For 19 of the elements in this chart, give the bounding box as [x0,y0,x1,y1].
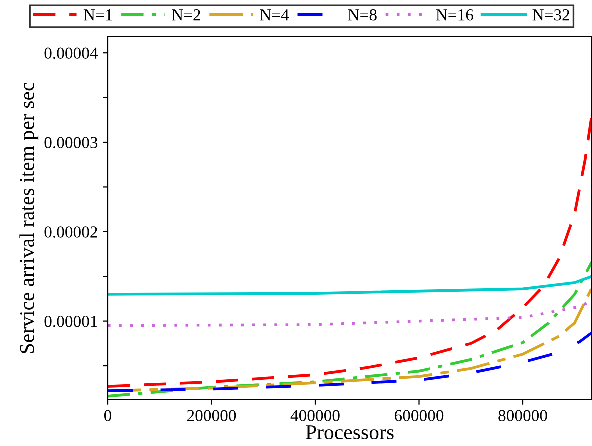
y-axis-title: Service arrival rates item per sec [20,82,39,354]
legend-label: N=32 [532,10,570,21]
legend-label: N=16 [436,10,474,21]
x-tick-label: 0 [104,410,112,422]
line-series [108,275,592,296]
line-series [108,260,592,398]
legend-label: N=1 [84,10,112,21]
x-tick-label: 800000 [498,410,548,422]
y-tick-label: 0.00002 [44,226,98,238]
x-tick-label: 200000 [187,410,236,422]
x-axis-title: Processors [306,426,394,440]
legend-label: N=8 [348,9,377,21]
legend-label: N=2 [172,10,200,21]
y-tick-label: 0.00003 [44,137,98,149]
x-tick-label: 400000 [290,410,340,422]
y-tick-label: 0.00004 [44,48,98,60]
y-tick-label: 0.00001 [44,316,98,328]
legend-label: N=4 [260,10,290,21]
x-tick-label: 600000 [394,410,444,422]
